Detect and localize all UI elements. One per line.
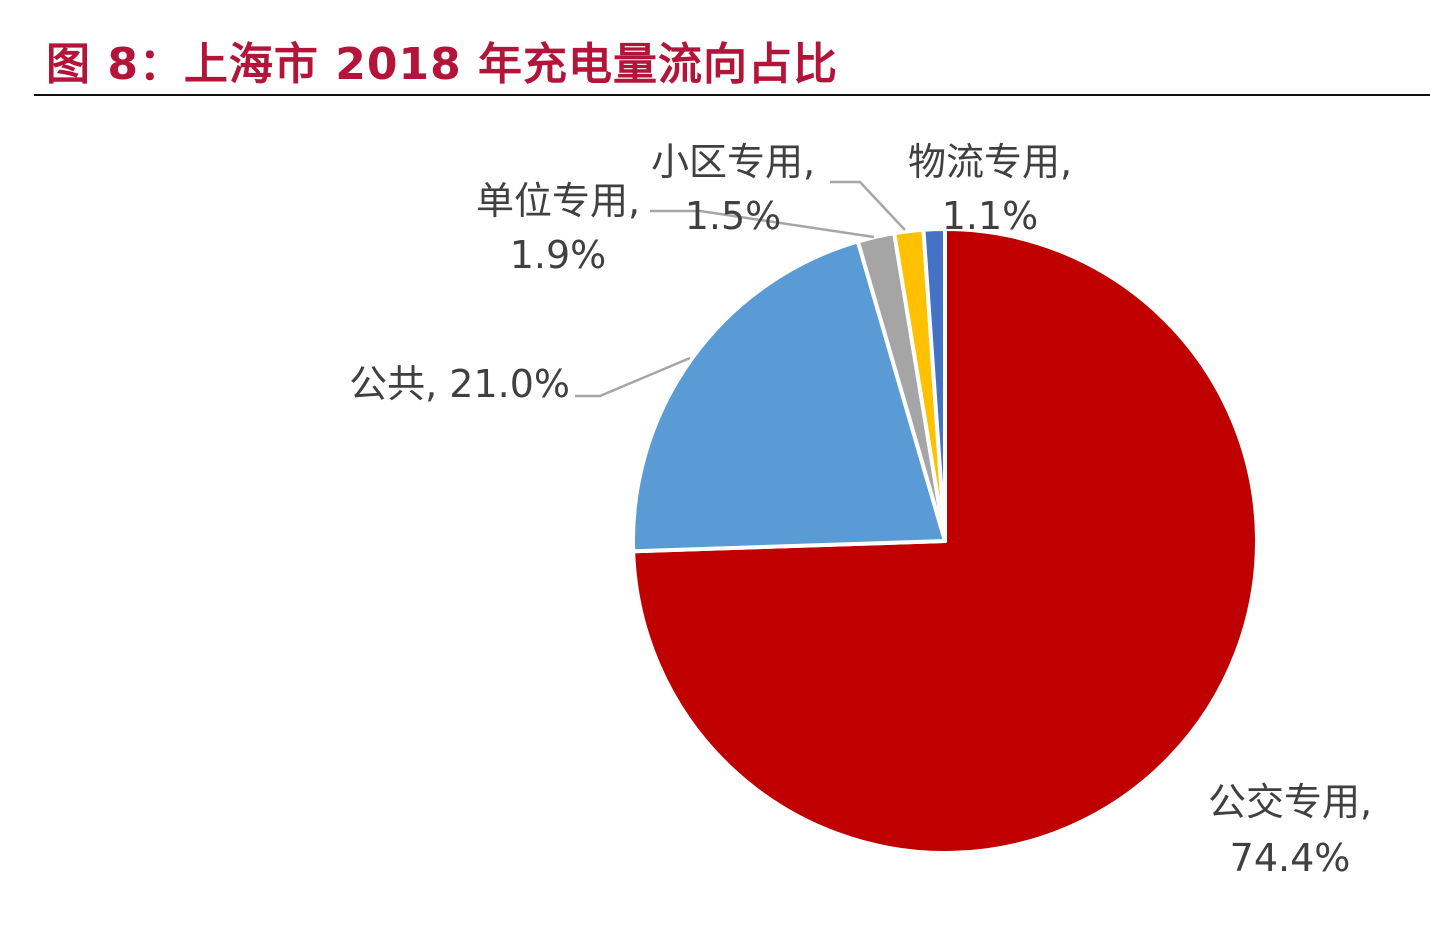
label-community-value: 1.5%	[685, 194, 782, 238]
label-logistics-value: 1.1%	[942, 194, 1039, 238]
label-community-name: 小区专用,	[651, 140, 815, 184]
pie-slices	[631, 227, 1259, 855]
leader-line-public	[575, 356, 691, 398]
leader-lines	[575, 180, 906, 398]
data-labels: 公交专用, 74.4% 公共, 21.0% 单位专用, 1.9% 小区专用, 1…	[349, 140, 1372, 880]
figure-title: 图 8：上海市 2018 年充电量流向占比	[46, 39, 839, 90]
pie-slice-public	[631, 239, 947, 554]
leader-line-unit	[650, 209, 875, 239]
label-public: 公共, 21.0%	[349, 362, 570, 406]
pie-slice-logistics	[921, 227, 947, 543]
label-bus-name: 公交专用,	[1208, 780, 1372, 824]
label-bus-value: 74.4%	[1230, 836, 1351, 880]
label-unit-name: 单位专用,	[476, 179, 640, 223]
label-logistics-name: 物流专用,	[908, 140, 1072, 184]
title-divider	[34, 94, 1430, 96]
label-unit-value: 1.9%	[510, 233, 607, 277]
leader-line-community	[830, 180, 906, 231]
